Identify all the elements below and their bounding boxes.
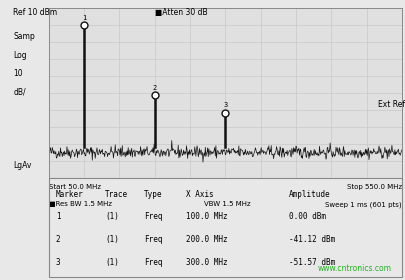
Text: Log: Log <box>13 51 27 60</box>
Text: Ref 10 dBm: Ref 10 dBm <box>13 8 58 17</box>
Text: dB/: dB/ <box>13 88 26 97</box>
Text: 3: 3 <box>223 102 227 108</box>
Text: (1): (1) <box>105 258 119 267</box>
Text: 10: 10 <box>13 69 23 78</box>
Text: 0.00 dBm: 0.00 dBm <box>288 213 325 221</box>
Text: ■Atten 30 dB: ■Atten 30 dB <box>154 8 207 17</box>
Text: 3: 3 <box>55 258 60 267</box>
Text: Samp: Samp <box>13 32 35 41</box>
Text: Type: Type <box>144 190 162 199</box>
Text: Freq: Freq <box>144 213 162 221</box>
Text: Stop 550.0 MHz: Stop 550.0 MHz <box>346 185 401 190</box>
Text: 2: 2 <box>55 235 60 244</box>
Text: LgAv: LgAv <box>13 161 32 170</box>
Text: Amplitude: Amplitude <box>288 190 330 199</box>
Text: www.cntronics.com: www.cntronics.com <box>317 264 390 273</box>
Text: 200.0 MHz: 200.0 MHz <box>186 235 228 244</box>
Text: -41.12 dBm: -41.12 dBm <box>288 235 335 244</box>
Text: 100.0 MHz: 100.0 MHz <box>186 213 228 221</box>
Text: ■Res BW 1.5 MHz: ■Res BW 1.5 MHz <box>49 201 111 207</box>
Text: (1): (1) <box>105 213 119 221</box>
Text: 2: 2 <box>152 85 156 91</box>
Text: Ext Ref: Ext Ref <box>377 100 405 109</box>
Text: Freq: Freq <box>144 235 162 244</box>
Text: -51.57 dBm: -51.57 dBm <box>288 258 335 267</box>
Text: 1: 1 <box>55 213 60 221</box>
Text: 300.0 MHz: 300.0 MHz <box>186 258 228 267</box>
Text: (1): (1) <box>105 235 119 244</box>
Text: Start 50.0 MHz: Start 50.0 MHz <box>49 185 100 190</box>
Text: Freq: Freq <box>144 258 162 267</box>
Text: Sweep 1 ms (601 pts): Sweep 1 ms (601 pts) <box>324 201 401 208</box>
Text: 1: 1 <box>82 15 86 21</box>
Text: Trace: Trace <box>105 190 128 199</box>
Text: Marker: Marker <box>55 190 83 199</box>
Text: VBW 1.5 MHz: VBW 1.5 MHz <box>204 201 250 207</box>
Text: X Axis: X Axis <box>186 190 214 199</box>
